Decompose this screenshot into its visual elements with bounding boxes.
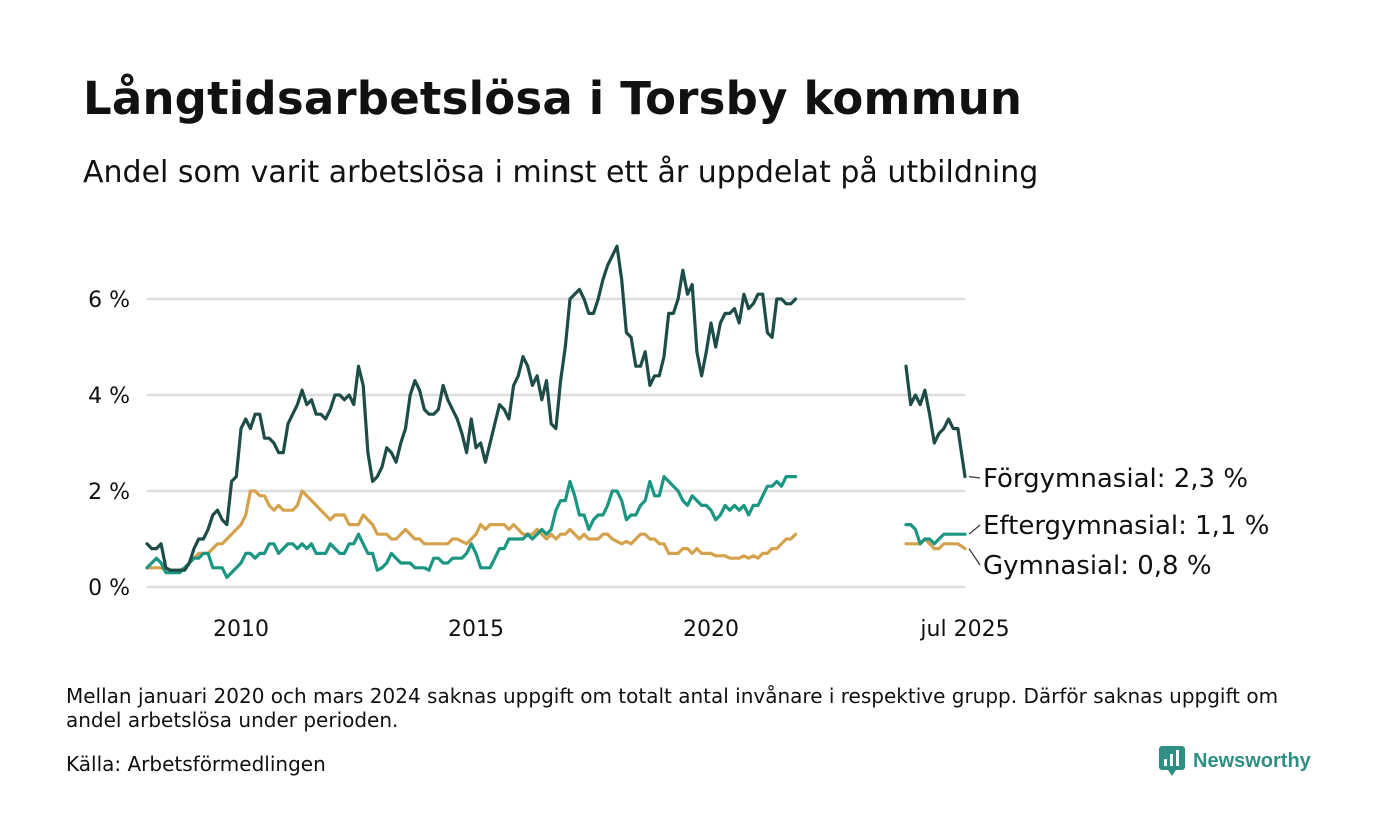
y-tick-label: 2 % [88, 480, 130, 505]
newsworthy-logo-icon [1159, 746, 1185, 776]
x-tick-label: 2020 [683, 617, 739, 642]
brand-logo: Newsworthy [1159, 746, 1311, 776]
source-text: Källa: Arbetsförmedlingen [66, 752, 326, 776]
label-leader-line [968, 524, 981, 535]
chart-subtitle: Andel som varit arbetslösa i minst ett å… [83, 155, 1039, 190]
series-end-label: Gymnasial: 0,8 % [983, 551, 1212, 581]
y-tick-label: 4 % [88, 384, 130, 409]
y-tick-label: 0 % [88, 576, 130, 601]
brand-name: Newsworthy [1193, 749, 1311, 772]
chart-title: Långtidsarbetslösa i Torsby kommun [83, 72, 1023, 125]
x-axis: 2010 2015 2020 jul 2025 [213, 617, 1010, 642]
series-end-labels: Förgymnasial: 2,3 % Eftergymnasial: 1,1 %… [968, 464, 1269, 581]
series-end-label: Förgymnasial: 2,3 % [983, 464, 1248, 494]
series-line-gymnasial [145, 489, 798, 572]
y-tick-label: 6 % [88, 288, 130, 313]
series-end-label: Eftergymnasial: 1,1 % [983, 511, 1269, 541]
x-tick-label: 2010 [213, 617, 269, 642]
x-tick-label: 2015 [448, 617, 504, 642]
y-axis: 0 % 2 % 4 % 6 % [88, 288, 130, 601]
label-leader-line [968, 548, 981, 566]
footnote: Mellan januari 2020 och mars 2024 saknas… [66, 684, 1279, 732]
series-line-gymnasial [904, 537, 967, 551]
series-lines [145, 244, 967, 580]
series-line-forgymnasial [904, 364, 967, 479]
series-line-eftergymnasial [145, 475, 798, 580]
series-line-eftergymnasial [904, 522, 967, 546]
gridlines [147, 297, 965, 589]
series-line-forgymnasial [145, 244, 798, 572]
x-tick-label: jul 2025 [919, 617, 1009, 642]
label-leader-line [968, 476, 981, 479]
